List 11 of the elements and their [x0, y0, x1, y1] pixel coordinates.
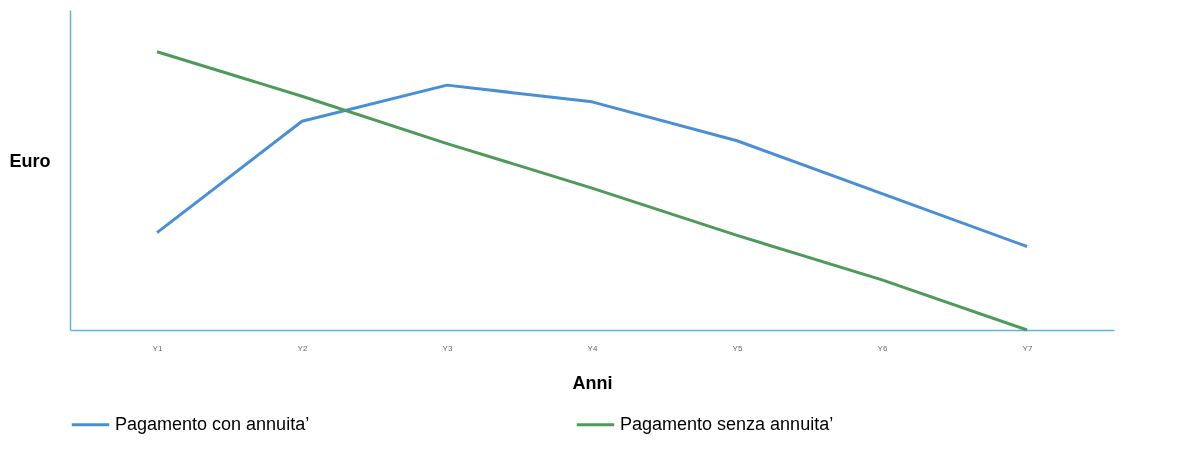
- x-tick-label: Y4: [587, 343, 598, 353]
- legend-label: Pagamento senza annuita’: [620, 413, 834, 434]
- x-tick-label: Y3: [442, 343, 453, 353]
- legend-label: Pagamento con annuita’: [115, 413, 310, 434]
- x-tick-label: Y1: [152, 343, 163, 353]
- x-tick-label: Y2: [297, 343, 308, 353]
- x-tick-label: Y6: [877, 343, 888, 353]
- x-axis-title: Anni: [572, 372, 613, 393]
- x-tick-label: Y7: [1022, 343, 1033, 353]
- x-tick-label: Y5: [732, 343, 743, 353]
- y-axis-title: Euro: [9, 150, 51, 171]
